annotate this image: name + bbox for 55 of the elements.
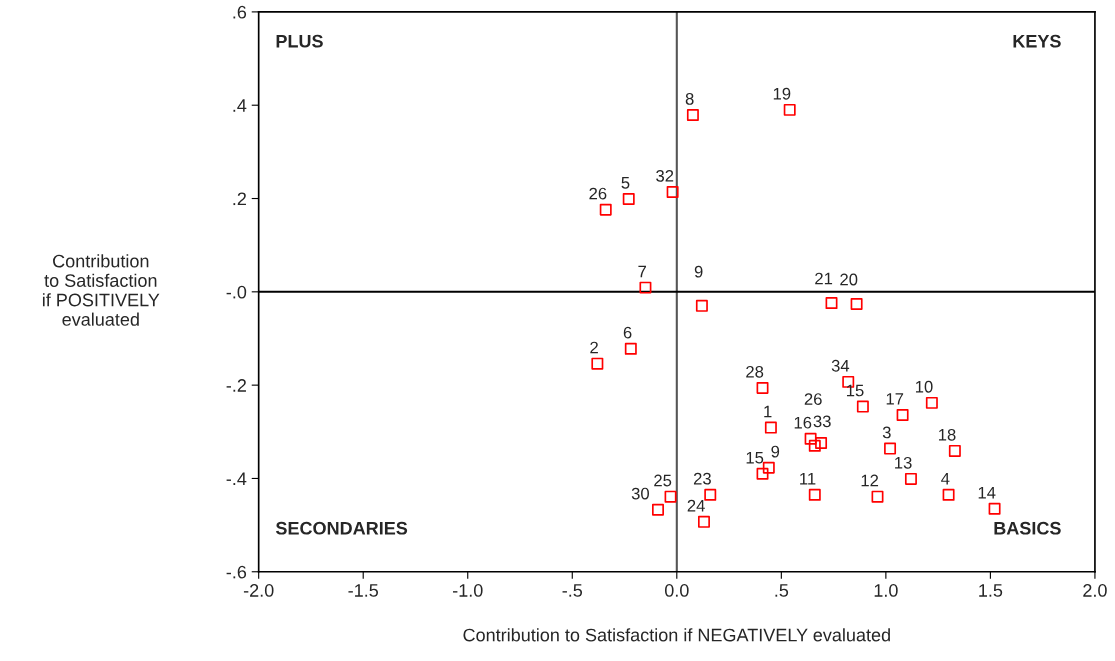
annotation: 15: [846, 384, 864, 397]
annotation: 8: [685, 92, 694, 105]
annotation: 34: [831, 359, 850, 372]
x-tick-label: 1.0: [874, 584, 898, 597]
y-tick-label: .2: [233, 192, 246, 206]
annotation: 6: [623, 326, 632, 339]
annotation: 23: [693, 472, 711, 485]
x-tick-label: -1.0: [452, 584, 483, 597]
x-tick-label: -1.5: [348, 584, 379, 597]
x-axis-title: Contribution to Satisfaction if NEGATIVELY evaluated: [463, 628, 890, 642]
annotation: 7: [638, 265, 646, 278]
annotation: 15: [746, 451, 764, 464]
x-tick-label: .5: [775, 584, 789, 597]
annotation: BASICS: [994, 521, 1061, 535]
annotation: KEYS: [1013, 34, 1061, 48]
annotation: 13: [895, 456, 912, 469]
annotation: 19: [773, 87, 791, 100]
annotation: 3: [882, 426, 891, 439]
y-tick-label: -.4: [226, 472, 247, 485]
annotation: PLUS: [276, 34, 323, 48]
annotation: 12: [861, 474, 879, 487]
annotation: 9: [694, 265, 703, 278]
annotation: 4: [941, 472, 950, 485]
annotation: 26: [589, 187, 607, 200]
annotation: 16: [794, 416, 812, 429]
annotation: 26: [804, 393, 822, 405]
annotation: SECONDARIES: [275, 521, 408, 535]
y-tick-label: -.6: [226, 565, 247, 579]
annotation: 18: [938, 428, 956, 441]
annotation: 10: [915, 380, 933, 393]
x-tick-label: -.5: [562, 584, 583, 597]
y-tick-label: -.0: [226, 285, 247, 299]
x-tick-label: -2.0: [243, 584, 274, 597]
annotation: 32: [656, 169, 674, 182]
annotation: 9: [771, 445, 780, 458]
annotation: 30: [631, 487, 650, 500]
annotation: 33: [813, 415, 831, 428]
annotation: 5: [621, 177, 630, 189]
annotation: 28: [746, 365, 764, 378]
y-tick-label: .4: [233, 99, 247, 112]
annotation: 21: [815, 272, 833, 285]
x-tick-label: 1.5: [979, 584, 1003, 597]
annotation: 2: [590, 341, 598, 354]
annotation: 25: [654, 474, 672, 487]
annotation: 14: [978, 486, 996, 499]
x-tick-label: 2.0: [1083, 584, 1107, 597]
x-tick-label: 0.0: [664, 584, 689, 597]
y-tick-label: .6: [233, 5, 247, 19]
y-axis-title: Contribution to Satisfaction if POSITIVELY evaluated: [42, 254, 160, 326]
annotation: 1: [764, 405, 772, 418]
annotation: 11: [800, 472, 816, 485]
y-tick-label: -.2: [226, 379, 246, 392]
annotation: 24: [687, 499, 705, 512]
annotation: 17: [886, 393, 904, 405]
annotation: 20: [840, 273, 858, 286]
